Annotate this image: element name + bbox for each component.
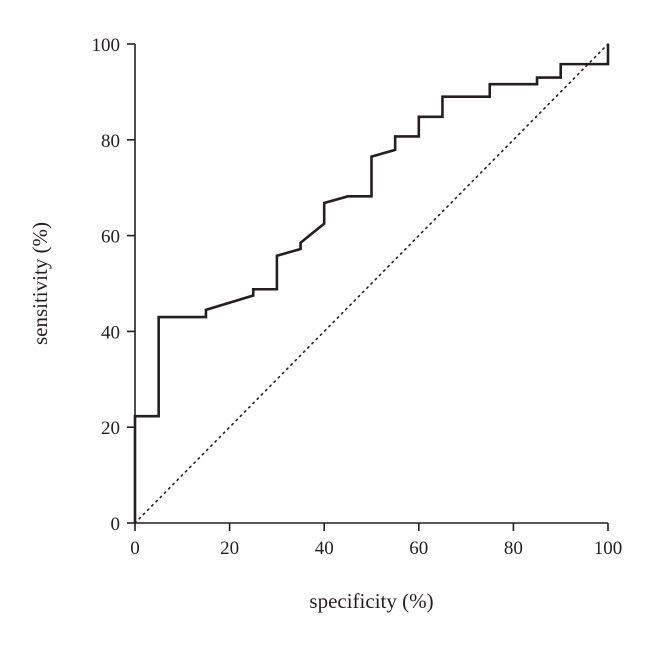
y-tick-label: 20 [101,418,120,439]
roc-curve-line [133,44,610,523]
y-tick-label: 100 [92,35,121,56]
y-tick-label: 0 [111,514,121,535]
x-tick-label: 0 [130,538,140,559]
x-tick-label: 20 [220,538,239,559]
reference-diagonal-line [134,43,609,524]
x-axis-ticks: 0 20 40 60 80 100 [130,523,622,559]
y-axis-label: sensitivity (%) [28,222,52,345]
x-tick-label: 80 [504,538,523,559]
x-tick-label: 60 [409,538,428,559]
x-tick-label: 100 [594,538,623,559]
y-tick-label: 40 [101,322,120,343]
plot-area: 0 20 40 60 80 100 0 20 40 60 80 100 [92,35,623,559]
y-tick-label: 60 [101,227,120,248]
x-axis-label: specificity (%) [309,589,433,613]
y-tick-label: 80 [101,131,120,152]
y-axis-ticks: 0 20 40 60 80 100 [92,35,135,535]
x-tick-label: 40 [315,538,334,559]
